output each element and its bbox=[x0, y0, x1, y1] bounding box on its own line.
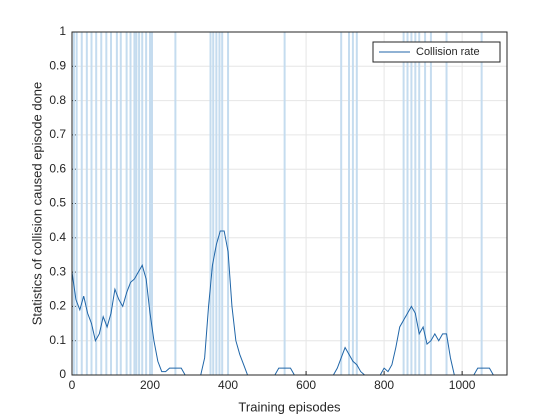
x-tick-label: 0 bbox=[69, 378, 76, 392]
rate-line bbox=[71, 230, 502, 376]
y-tick-label: 0.6 bbox=[49, 161, 66, 175]
x-tick-label: 600 bbox=[296, 378, 316, 392]
x-axis-label: Training episodes bbox=[238, 399, 341, 414]
x-tick-label: 400 bbox=[218, 378, 238, 392]
y-tick-label: 1 bbox=[59, 24, 66, 38]
y-tick-label: 0.1 bbox=[49, 333, 66, 347]
y-tick-label: 0.3 bbox=[49, 264, 66, 278]
y-tick-label: 0.4 bbox=[49, 230, 66, 244]
y-tick-label: 0.2 bbox=[49, 299, 66, 313]
y-tick-label: 0 bbox=[59, 367, 66, 381]
legend-box bbox=[372, 41, 501, 63]
y-tick-label: 0.8 bbox=[49, 93, 66, 107]
x-tick-label: 200 bbox=[140, 378, 160, 392]
x-tick-label: 1000 bbox=[449, 378, 476, 392]
y-tick-label: 0.9 bbox=[49, 58, 66, 72]
legend-label: Collision rate bbox=[416, 46, 480, 58]
y-tick-label: 0.5 bbox=[49, 196, 66, 210]
y-axis-label: Statistics of collision caused episode d… bbox=[29, 82, 44, 326]
x-tick-label: 800 bbox=[374, 378, 394, 392]
plot-frame bbox=[71, 31, 508, 376]
y-tick-label: 0.7 bbox=[49, 127, 66, 141]
